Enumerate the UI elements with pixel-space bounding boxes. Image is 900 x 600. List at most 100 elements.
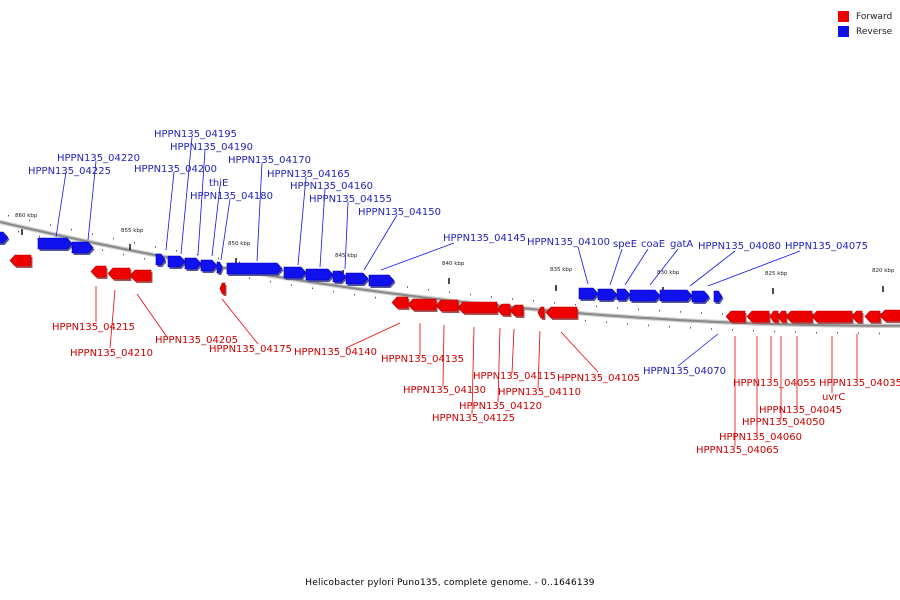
- label-leader-line: [363, 214, 398, 271]
- label-leader-line: [55, 171, 67, 238]
- reverse-gene-arrow: [713, 290, 723, 303]
- reverse-gene-arrow: [184, 257, 202, 270]
- reverse-gene-arrow: [283, 266, 307, 279]
- reverse-gene-label: HPPN135_04100: [527, 237, 610, 248]
- label-leader-line: [497, 327, 501, 403]
- forward-gene-arrow: [129, 269, 152, 282]
- label-leader-line: [442, 324, 445, 387]
- forward-gene-arrow: [811, 310, 853, 323]
- reverse-gene-arrow: [345, 272, 369, 285]
- forward-gene-arrow: [457, 301, 498, 314]
- scale-mark-label: 845 kbp: [335, 253, 358, 259]
- forward-gene-arrow: [725, 310, 746, 323]
- label-leader-line: [707, 250, 801, 287]
- forward-gene-arrow: [537, 306, 545, 319]
- reverse-gene-label: HPPN135_04155: [309, 194, 392, 205]
- reverse-gene-arrow: [368, 274, 395, 287]
- reverse-gene-label: HPPN135_04195: [154, 129, 237, 140]
- label-leader-line: [609, 248, 623, 286]
- reverse-gene-label: HPPN135_04220: [57, 153, 140, 164]
- legend: Forward Reverse: [838, 9, 892, 39]
- reverse-gene-arrow: [0, 231, 9, 244]
- forward-gene-label: HPPN135_04215: [52, 322, 135, 333]
- reverse-gene-arrow: [216, 261, 223, 274]
- forward-gene-label: HPPN135_04055: [733, 378, 816, 389]
- forward-gene-label: HPPN135_04175: [209, 344, 292, 355]
- label-leader-line: [319, 188, 326, 268]
- reverse-gene-label: HPPN135_04225: [28, 166, 111, 177]
- forward-gene-label: HPPN135_04210: [70, 348, 153, 359]
- reverse-gene-arrow: [226, 262, 283, 275]
- label-leader-line: [180, 136, 193, 255]
- scale-mark-label: 830 kbp: [657, 270, 680, 276]
- label-leader-line: [649, 248, 679, 286]
- label-leader-line: [165, 171, 175, 251]
- reverse-gene-arrow: [578, 287, 599, 300]
- forward-gene-arrow: [9, 254, 32, 267]
- forward-gene-label: HPPN135_04120: [459, 401, 542, 412]
- label-leader-line: [109, 289, 116, 349]
- reverse-gene-label: HPPN135_04080: [698, 241, 781, 252]
- reverse-gene-label: HPPN135_04160: [290, 181, 373, 192]
- forward-gene-label: HPPN135_04140: [294, 347, 377, 358]
- reverse-gene-arrow: [155, 253, 166, 266]
- reverse-swatch: [838, 26, 849, 37]
- reverse-gene-label: HPPN135_04070: [643, 366, 726, 377]
- reverse-gene-label: speE: [613, 239, 637, 250]
- reverse-gene-label: thiE: [209, 178, 228, 189]
- forward-gene-label: HPPN135_04135: [381, 354, 464, 365]
- label-leader-line: [211, 185, 221, 257]
- reverse-gene-arrow: [691, 290, 710, 303]
- forward-gene-arrow: [785, 310, 813, 323]
- genome-caption: Helicobacter pylori Puno135, complete ge…: [305, 578, 595, 588]
- forward-gene-arrow: [435, 299, 459, 312]
- label-leader-line: [220, 198, 231, 261]
- reverse-gene-label: HPPN135_04150: [358, 207, 441, 218]
- label-leader-line: [197, 149, 206, 256]
- reverse-gene-arrow: [167, 255, 186, 268]
- forward-gene-arrow: [777, 310, 787, 323]
- label-leader-line: [380, 242, 455, 271]
- forward-gene-arrow: [509, 304, 524, 317]
- reverse-gene-label: HPPN135_04200: [134, 164, 217, 175]
- forward-swatch: [838, 11, 849, 22]
- label-leader-line: [677, 333, 719, 367]
- reverse-gene-label: HPPN135_04165: [267, 169, 350, 180]
- label-leader-line: [577, 246, 589, 285]
- scale-mark-label: 855 kbp: [121, 228, 144, 234]
- forward-gene-label: HPPN135_04050: [742, 417, 825, 428]
- label-leader-line: [87, 160, 97, 241]
- label-leader-line: [511, 328, 515, 374]
- reverse-gene-arrow: [200, 259, 218, 272]
- label-leader-line: [297, 176, 307, 266]
- scale-mark-label: 840 kbp: [442, 261, 465, 267]
- forward-gene-label: HPPN135_04110: [498, 387, 581, 398]
- forward-gene-label: uvrC: [822, 392, 845, 403]
- forward-gene-label: HPPN135_04065: [696, 445, 779, 456]
- forward-gene-arrow: [219, 282, 226, 295]
- label-leader-line: [136, 293, 168, 338]
- legend-reverse-label: Reverse: [856, 26, 893, 37]
- reverse-gene-label: HPPN135_04170: [228, 155, 311, 166]
- label-leader-line: [256, 162, 263, 262]
- reverse-gene-label: HPPN135_04145: [443, 233, 526, 244]
- forward-gene-label: HPPN135_04115: [473, 371, 556, 382]
- forward-gene-arrow: [879, 309, 900, 322]
- forward-gene-arrow: [90, 265, 107, 278]
- forward-gene-label: HPPN135_04130: [403, 385, 486, 396]
- label-leader-line: [537, 330, 541, 389]
- forward-gene-arrow: [391, 296, 409, 309]
- label-leader-line: [221, 298, 259, 345]
- scale-mark-label: 825 kbp: [765, 271, 788, 277]
- scale-mark-label: 820 kbp: [872, 268, 895, 274]
- reverse-gene-label: gatA: [670, 239, 693, 250]
- forward-gene-label: HPPN135_04060: [719, 432, 802, 443]
- label-leader-line: [560, 331, 599, 373]
- reverse-gene-label: HPPN135_04180: [190, 191, 273, 202]
- reverse-gene-label: HPPN135_04190: [170, 142, 253, 153]
- reverse-gene-arrow: [71, 241, 94, 254]
- forward-gene-arrow: [769, 310, 779, 323]
- legend-forward: Forward: [838, 9, 892, 24]
